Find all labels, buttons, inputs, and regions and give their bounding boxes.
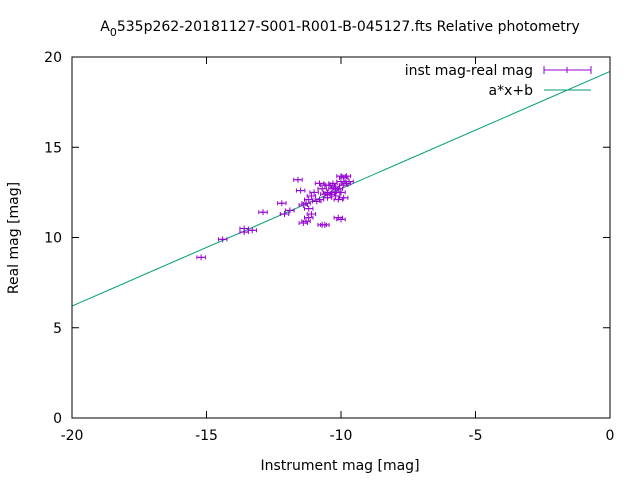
x-tick-label: -5 [469, 428, 483, 444]
data-point [336, 216, 346, 223]
y-tick-label: 0 [53, 411, 62, 427]
y-axis-label: Real mag [mag] [6, 182, 22, 294]
data-point [314, 196, 325, 203]
chart-title: A0535p262-20181127-S001-R001-B-045127.ft… [100, 19, 579, 39]
data-point [293, 176, 303, 183]
data-point [306, 192, 317, 199]
data-point [303, 205, 314, 212]
data-point [333, 196, 344, 203]
data-point [320, 221, 330, 228]
x-tick-label: -20 [61, 428, 84, 444]
chart-title-subscript: 0 [110, 26, 117, 39]
x-tick-label: -15 [195, 428, 218, 444]
data-point [285, 207, 295, 214]
y-tick-label: 10 [44, 231, 62, 247]
data-point [301, 218, 311, 225]
chart-title-prefix: A [100, 19, 110, 35]
legend-label-points: inst mag-real mag [405, 63, 533, 79]
x-tick-label: 0 [606, 428, 615, 444]
y-tick-label: 5 [53, 321, 62, 337]
data-point [295, 187, 306, 194]
x-tick-label: -10 [330, 428, 353, 444]
data-point [336, 189, 346, 196]
legend: inst mag-real mag a*x+b [405, 63, 592, 99]
data-point [247, 227, 257, 234]
x-axis-label: Instrument mag [mag] [260, 458, 419, 474]
data-point [330, 183, 341, 190]
data-point [196, 254, 206, 261]
data-point [279, 211, 290, 218]
data-point [258, 209, 268, 216]
data-point [217, 236, 228, 243]
data-point [309, 189, 319, 196]
data-point [303, 196, 314, 203]
data-point [306, 211, 317, 218]
data-point [317, 185, 327, 192]
legend-sample-points [543, 66, 592, 74]
data-point [301, 200, 311, 207]
data-point [341, 173, 352, 180]
plot-frame [71, 56, 611, 419]
data-point [277, 200, 287, 207]
data-points-layer [196, 173, 354, 261]
y-tick-label: 15 [44, 140, 62, 156]
data-point [239, 225, 249, 232]
legend-point-marker [543, 66, 592, 74]
chart-title-rest: 535p262-20181127-S001-R001-B-045127.fts … [117, 19, 580, 35]
data-point [303, 214, 314, 221]
y-tick-label: 20 [44, 50, 62, 66]
legend-label-fit: a*x+b [489, 83, 534, 99]
data-point [344, 178, 354, 185]
axis-ticks: -20 -15 -10 -5 0 0 5 10 15 20 [44, 50, 614, 444]
data-point [338, 194, 349, 201]
data-point [312, 198, 322, 205]
